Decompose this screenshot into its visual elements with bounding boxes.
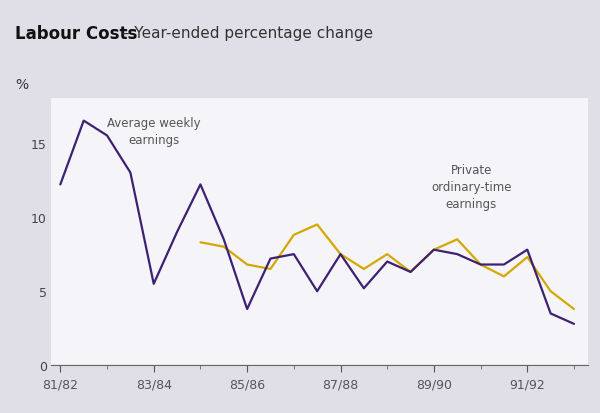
Text: %: % xyxy=(15,78,28,92)
Text: Private
ordinary-time
earnings: Private ordinary-time earnings xyxy=(431,163,512,210)
Text: – Year-ended percentage change: – Year-ended percentage change xyxy=(117,26,373,41)
Text: Labour Costs: Labour Costs xyxy=(15,25,137,43)
Text: Average weekly
earnings: Average weekly earnings xyxy=(107,116,200,147)
